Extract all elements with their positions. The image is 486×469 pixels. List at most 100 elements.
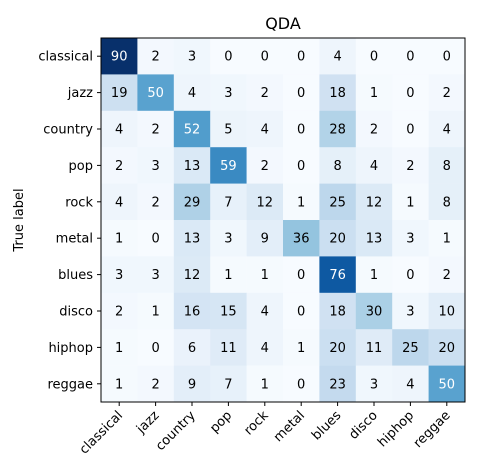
cell-value-label: 0: [443, 50, 451, 65]
heatmap-cell: [101, 110, 138, 148]
x-tick-label: classical: [77, 408, 126, 457]
heatmap-cell: [392, 365, 429, 403]
heatmap-cell: [319, 74, 357, 112]
cell-value-label: 4: [261, 341, 269, 356]
heatmap-cell: [101, 365, 138, 403]
heatmap-cell: [283, 110, 320, 148]
cell-value-label: 3: [115, 268, 123, 283]
cell-value-label: 1: [261, 268, 269, 283]
cell-value-label: 2: [151, 377, 159, 392]
x-tick-label: country: [153, 408, 199, 454]
x-tick-label: pop: [207, 408, 235, 436]
heatmap-cell: [210, 256, 247, 294]
heatmap-cell: [210, 220, 247, 257]
cell-value-label: 3: [151, 268, 159, 283]
y-axis-label: True label: [12, 188, 27, 252]
cell-value-label: 20: [329, 341, 346, 356]
cell-value-label: 0: [224, 50, 232, 65]
cell-value-label: 12: [184, 268, 201, 283]
heatmap-cell: [173, 365, 211, 403]
cell-value-label: 3: [224, 86, 232, 101]
heatmap-cell: [355, 365, 393, 403]
heatmap-cell: [355, 110, 393, 148]
cell-value-label: 52: [184, 123, 201, 138]
cell-value-label: 20: [439, 341, 456, 356]
chart-title: QDA: [265, 14, 301, 33]
y-tick-label: reggae: [47, 377, 93, 392]
heatmap-cell: [173, 147, 211, 184]
cell-value-label: 8: [443, 195, 451, 210]
x-tick-label: disco: [346, 408, 380, 442]
cell-value-label: 2: [443, 86, 451, 101]
cell-value-label: 2: [370, 123, 378, 138]
heatmap-cell: [246, 292, 284, 330]
heatmap-cell: [246, 183, 284, 221]
cell-value-label: 7: [224, 377, 232, 392]
cell-value-label: 25: [402, 341, 419, 356]
heatmap-cell: [101, 329, 138, 366]
y-tick-label: metal: [56, 232, 93, 247]
cell-value-label: 7: [224, 195, 232, 210]
cell-value-label: 12: [366, 195, 383, 210]
heatmap-cell: [137, 147, 175, 184]
heatmap-cell: [319, 220, 357, 257]
heatmap-cell: [246, 329, 284, 366]
heatmap-cell: [283, 292, 320, 330]
heatmap-cell: [173, 220, 211, 257]
heatmap-cell: [173, 256, 211, 294]
heatmap-cell: [137, 183, 175, 221]
heatmap-cell: [283, 147, 320, 184]
heatmap-cell: [210, 74, 247, 112]
heatmap-cell: [319, 329, 357, 366]
cell-value-label: 1: [151, 305, 159, 320]
heatmap-cell: [319, 110, 357, 148]
cell-value-label: 4: [443, 123, 451, 138]
cell-value-label: 9: [188, 377, 196, 392]
cell-value-label: 3: [406, 232, 414, 247]
cell-value-label: 90: [111, 50, 128, 65]
heatmap-cell: [428, 183, 466, 221]
y-tick-label: jazz: [67, 86, 93, 101]
cell-value-label: 16: [184, 305, 201, 320]
heatmap-cell: [137, 256, 175, 294]
heatmap-cell: [355, 220, 393, 257]
heatmap-cell: [101, 74, 138, 112]
heatmap-cell: [283, 38, 320, 75]
heatmap-cell: [210, 110, 247, 148]
cell-value-label: 30: [366, 305, 383, 320]
cell-value-label: 1: [115, 341, 123, 356]
y-tick-label: rock: [65, 195, 93, 210]
y-tick-label: hiphop: [48, 341, 93, 356]
heatmap-cell: [210, 365, 247, 403]
cell-value-label: 4: [406, 377, 414, 392]
heatmap-cell: [246, 220, 284, 257]
heatmap-cell: [428, 74, 466, 112]
cell-value-label: 3: [224, 232, 232, 247]
cell-value-label: 4: [261, 305, 269, 320]
heatmap-cell: [355, 329, 393, 366]
heatmap-cell: [428, 329, 466, 366]
cell-value-label: 1: [443, 232, 451, 247]
cell-value-label: 0: [261, 50, 269, 65]
heatmap-cell: [392, 220, 429, 257]
heatmap-cell: [210, 38, 247, 75]
x-tick-label: hiphop: [375, 408, 417, 450]
heatmap-cell: [173, 292, 211, 330]
cell-value-label: 0: [297, 159, 305, 174]
cell-value-label: 4: [188, 86, 196, 101]
heatmap-cell: [283, 74, 320, 112]
heatmap-cell: [283, 220, 320, 257]
heatmap-cell: [246, 147, 284, 184]
heatmap-cell: [392, 110, 429, 148]
heatmap-cell: [246, 365, 284, 403]
cell-value-label: 76: [329, 268, 346, 283]
heatmap-cell: [428, 292, 466, 330]
heatmap-cell: [101, 220, 138, 257]
heatmap-cell-labels: 90 2 3 0 0 0 4 0 0 019 50 4 3 2 0 18 1 0 24 2 52 5 4 0 28 2 0 42 3 13…: [111, 50, 455, 393]
heatmap-cell: [392, 74, 429, 112]
cell-value-label: 28: [329, 123, 346, 138]
heatmap-cell: [173, 38, 211, 75]
cell-value-label: 2: [261, 159, 269, 174]
heatmap-cell: [319, 38, 357, 75]
